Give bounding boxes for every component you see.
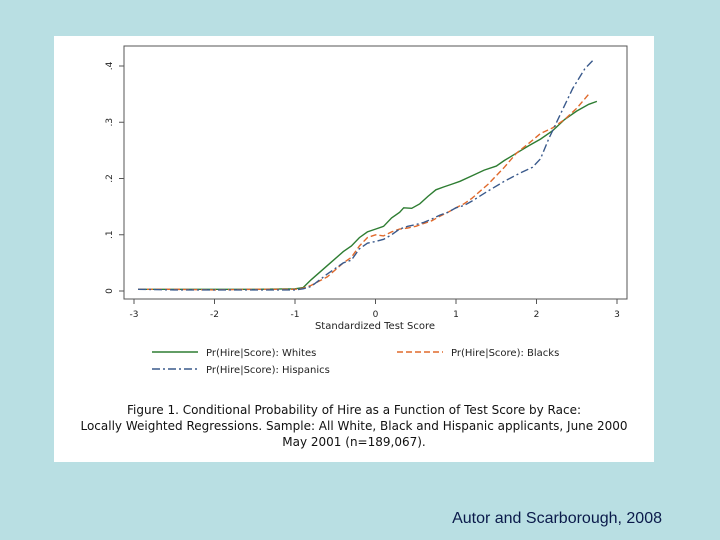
x-axis-ticks: -3 -2 -1 0 1 2 3 [130,299,620,320]
y-tick-label: .1 [105,230,115,239]
series-line-2 [138,93,590,291]
source-credit: Autor and Scarborough, 2008 [452,510,662,527]
x-tick-label: 1 [453,310,459,320]
plot-frame [123,45,628,300]
x-tick-label: -3 [130,310,139,320]
hire-probability-chart: -3 -2 -1 0 1 2 3 0 .1 .2 .3 .4 Standardized Test S… [105,45,628,376]
x-tick-label: 3 [614,310,620,320]
y-tick-label: .2 [105,174,115,183]
x-tick-label: 2 [534,310,540,320]
series-line-1 [138,100,598,291]
x-tick-label: 0 [373,310,379,320]
y-axis-ticks: 0 .1 .2 .3 .4 [105,61,124,294]
figure-panel: -3 -2 -1 0 1 2 3 0 .1 .2 .3 .4 Standardized Test S… [54,36,654,462]
y-tick-label: .4 [105,61,115,70]
x-tick-label: -2 [210,310,219,320]
series-lines [137,59,598,291]
legend-label-1: Pr(Hire|Score): Whites [206,348,316,359]
x-axis-label: Standardized Test Score [315,321,435,332]
legend-label-2: Pr(Hire|Score): Blacks [451,348,559,359]
y-tick-label: .3 [105,118,115,127]
caption-line-2: Locally Weighted Regressions. Sample: Al… [80,419,628,433]
figure-caption: Figure 1. Conditional Probability of Hir… [54,402,654,450]
legend-label-3: Pr(Hire|Score): Hispanics [206,365,330,376]
caption-line-3: May 2001 (n=189,067). [282,435,426,449]
series-line-3 [137,59,594,291]
caption-line-1: Figure 1. Conditional Probability of Hir… [126,403,581,417]
legend: Pr(Hire|Score): Whites Pr(Hire|Score): Bl… [152,348,559,376]
x-tick-label: -1 [291,310,300,320]
y-tick-label: 0 [105,288,115,294]
